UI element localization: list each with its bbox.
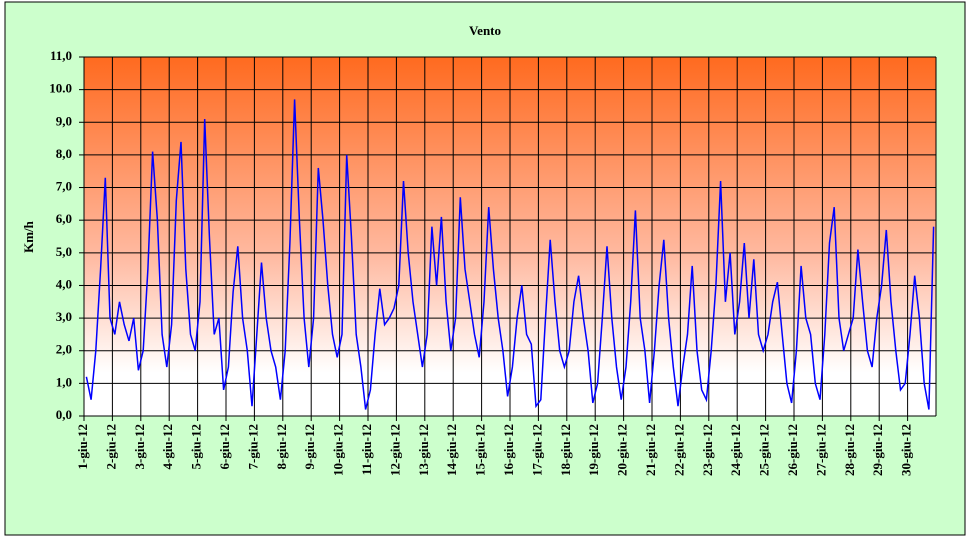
x-tick-label: 7-giu-12 [245, 424, 260, 470]
x-tick-label: 22-giu-12 [671, 424, 686, 476]
x-tick-label: 21-giu-12 [643, 424, 658, 476]
x-tick-label: 20-giu-12 [615, 424, 630, 476]
x-tick-label: 3-giu-12 [132, 424, 147, 470]
data-line [85, 99, 935, 410]
x-tick-label: 17-giu-12 [529, 424, 544, 476]
x-tick-label: 8-giu-12 [274, 424, 289, 470]
x-tick-label: 15-giu-12 [473, 424, 488, 476]
x-tick-label: 6-giu-12 [217, 424, 232, 470]
y-tick-label: 1,0 [56, 374, 72, 389]
x-tick-label: 11-giu-12 [359, 424, 374, 475]
x-tick-label: 10-giu-12 [331, 424, 346, 476]
x-tick-label: 18-giu-12 [558, 424, 573, 476]
y-tick-label: 2,0 [56, 342, 72, 357]
y-tick-label: 4,0 [56, 276, 72, 291]
x-tick-label: 9-giu-12 [302, 424, 317, 470]
y-tick-label: 11,0 [50, 48, 72, 63]
x-tick-label: 29-giu-12 [870, 424, 885, 476]
y-tick-label: 7,0 [56, 179, 72, 194]
x-tick-label: 5-giu-12 [189, 424, 204, 470]
x-tick-label: 24-giu-12 [728, 424, 743, 476]
y-tick-label: 10.0 [49, 81, 72, 96]
x-tick-label: 1-giu-12 [75, 424, 90, 470]
x-tick-label: 19-giu-12 [586, 424, 601, 476]
chart-title: Vento [469, 23, 501, 38]
y-tick-label: 5,0 [56, 244, 72, 259]
x-tick-label: 23-giu-12 [700, 424, 715, 476]
x-tick-label: 13-giu-12 [416, 424, 431, 476]
x-tick-label: 30-giu-12 [899, 424, 914, 476]
x-tick-label: 12-giu-12 [387, 424, 402, 476]
x-tick-label: 28-giu-12 [842, 424, 857, 476]
y-tick-label: 3,0 [56, 309, 72, 324]
x-tick-label: 4-giu-12 [160, 424, 175, 470]
y-axis-label: Km/h [21, 220, 36, 253]
x-tick-label: 14-giu-12 [444, 424, 459, 476]
x-tick-label: 2-giu-12 [103, 424, 118, 470]
x-tick-label: 27-giu-12 [813, 424, 828, 476]
x-tick-label: 16-giu-12 [501, 424, 516, 476]
x-tick-label: 26-giu-12 [785, 424, 800, 476]
y-tick-label: 6,0 [56, 211, 72, 226]
x-tick-label: 25-giu-12 [757, 424, 772, 476]
y-tick-label: 9,0 [56, 113, 72, 128]
y-tick-label: 0,0 [56, 407, 72, 422]
y-tick-label: 8,0 [56, 146, 72, 161]
